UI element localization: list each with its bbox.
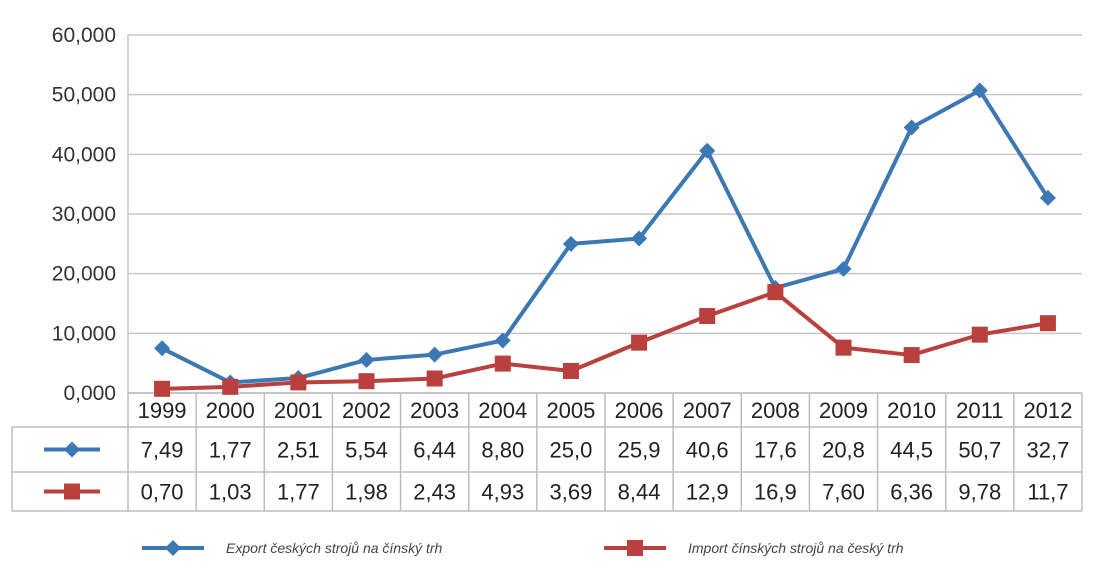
data-point <box>154 380 171 397</box>
y-tick-label: 60,000 <box>52 24 116 47</box>
data-point <box>631 230 648 247</box>
data-point <box>222 378 239 395</box>
x-tick-label: 2011 <box>956 398 1003 423</box>
data-point <box>1039 315 1056 332</box>
x-tick-label: 2008 <box>751 398 800 423</box>
data-point <box>154 340 171 357</box>
data-point <box>767 284 784 301</box>
data-label: 25,9 <box>618 438 661 463</box>
data-point <box>1039 189 1056 206</box>
table-key-marker <box>64 483 80 500</box>
y-tick-label: 30,000 <box>52 203 116 226</box>
data-label: 1,77 <box>209 438 252 463</box>
data-label: 3,69 <box>550 480 593 505</box>
data-point <box>903 347 920 364</box>
data-point <box>358 351 375 368</box>
x-tick-label: 2003 <box>410 398 459 423</box>
table-key-marker <box>64 441 80 458</box>
y-tick-label: 20,000 <box>52 263 116 286</box>
data-point <box>358 373 375 390</box>
x-tick-label: 2004 <box>478 398 527 423</box>
data-point <box>426 370 443 387</box>
data-label: 2,43 <box>413 480 456 505</box>
x-tick-label: 2006 <box>615 398 664 423</box>
data-point <box>426 346 443 363</box>
legend: Export českých strojů na čínský trh Impor… <box>142 540 904 556</box>
x-tick-label: 2007 <box>683 398 732 423</box>
x-tick-label: 1999 <box>138 398 187 423</box>
data-label: 44,5 <box>890 438 933 463</box>
data-label: 20,8 <box>822 438 865 463</box>
data-label: 25,0 <box>550 438 593 463</box>
x-tick-label: 2005 <box>546 398 595 423</box>
data-label: 12,9 <box>686 480 729 505</box>
legend-label: Import čínských strojů na český trh <box>688 540 904 556</box>
data-point <box>699 308 716 325</box>
x-tick-label: 2012 <box>1023 398 1072 423</box>
data-point <box>494 332 511 349</box>
data-label: 6,44 <box>413 438 456 463</box>
x-tick-label: 2010 <box>887 398 936 423</box>
data-label: 2,51 <box>277 438 320 463</box>
series-line <box>161 88 1050 385</box>
y-tick-label: 10,000 <box>52 322 116 345</box>
data-label: 8,44 <box>618 480 661 505</box>
data-point <box>631 334 648 351</box>
data-point <box>971 326 988 343</box>
data-label: 1,98 <box>345 480 388 505</box>
data-point <box>835 339 852 356</box>
data-label: 1,77 <box>277 480 320 505</box>
data-label: 8,80 <box>481 438 524 463</box>
data-label: 1,03 <box>209 480 252 505</box>
data-point <box>562 235 579 252</box>
grid <box>127 34 1082 394</box>
data-point <box>494 355 511 372</box>
x-tick-label: 2001 <box>274 398 323 423</box>
data-point <box>699 142 716 159</box>
data-label: 40,6 <box>686 438 729 463</box>
legend-marker <box>165 540 181 556</box>
data-point <box>903 119 920 136</box>
data-point <box>835 260 852 277</box>
data-label: 4,93 <box>481 480 524 505</box>
x-tick-label: 2002 <box>342 398 391 423</box>
data-label: 11,7 <box>1027 480 1068 505</box>
data-label: 7,49 <box>141 438 184 463</box>
data-label: 0,70 <box>141 480 184 505</box>
legend-label: Export českých strojů na čínský trh <box>226 540 443 556</box>
series-line <box>162 290 1049 391</box>
data-table: 1999 2000 2001 2002 2003 2004 2005 2006 2007 2008… <box>11 392 1083 512</box>
data-label: 50,7 <box>958 438 1001 463</box>
data-point <box>971 82 988 99</box>
series-layer <box>154 82 1056 397</box>
y-tick-label: 50,000 <box>52 84 116 107</box>
legend-marker <box>627 540 643 556</box>
data-label: 5,54 <box>345 438 388 463</box>
x-tick-label: 2000 <box>206 398 255 423</box>
data-label: 7,60 <box>822 480 865 505</box>
data-point <box>562 362 579 379</box>
y-tick-label: 0,000 <box>63 382 116 405</box>
data-label: 16,9 <box>754 480 797 505</box>
data-label: 32,7 <box>1027 438 1070 463</box>
y-axis: 0,000 10,000 20,000 30,000 40,000 50,000 60,00… <box>52 24 116 405</box>
y-tick-label: 40,000 <box>52 143 116 166</box>
data-point <box>290 374 307 391</box>
data-label: 6,36 <box>890 480 933 505</box>
data-label: 17,6 <box>754 438 797 463</box>
data-label: 9,78 <box>958 480 1001 505</box>
x-tick-label: 2009 <box>819 398 868 423</box>
